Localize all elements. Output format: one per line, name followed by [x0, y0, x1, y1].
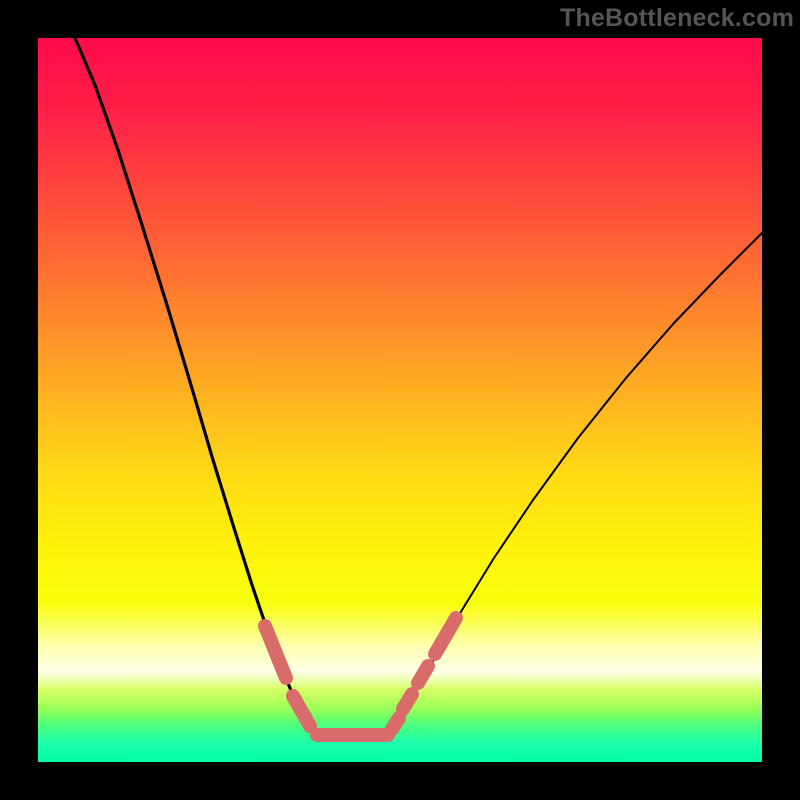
bottleneck-chart: [0, 0, 800, 800]
overlay-segment: [392, 718, 399, 729]
overlay-segment: [418, 666, 428, 683]
gradient-plot-area: [38, 38, 762, 762]
watermark-text: TheBottleneck.com: [560, 4, 794, 33]
overlay-segment: [403, 694, 412, 709]
